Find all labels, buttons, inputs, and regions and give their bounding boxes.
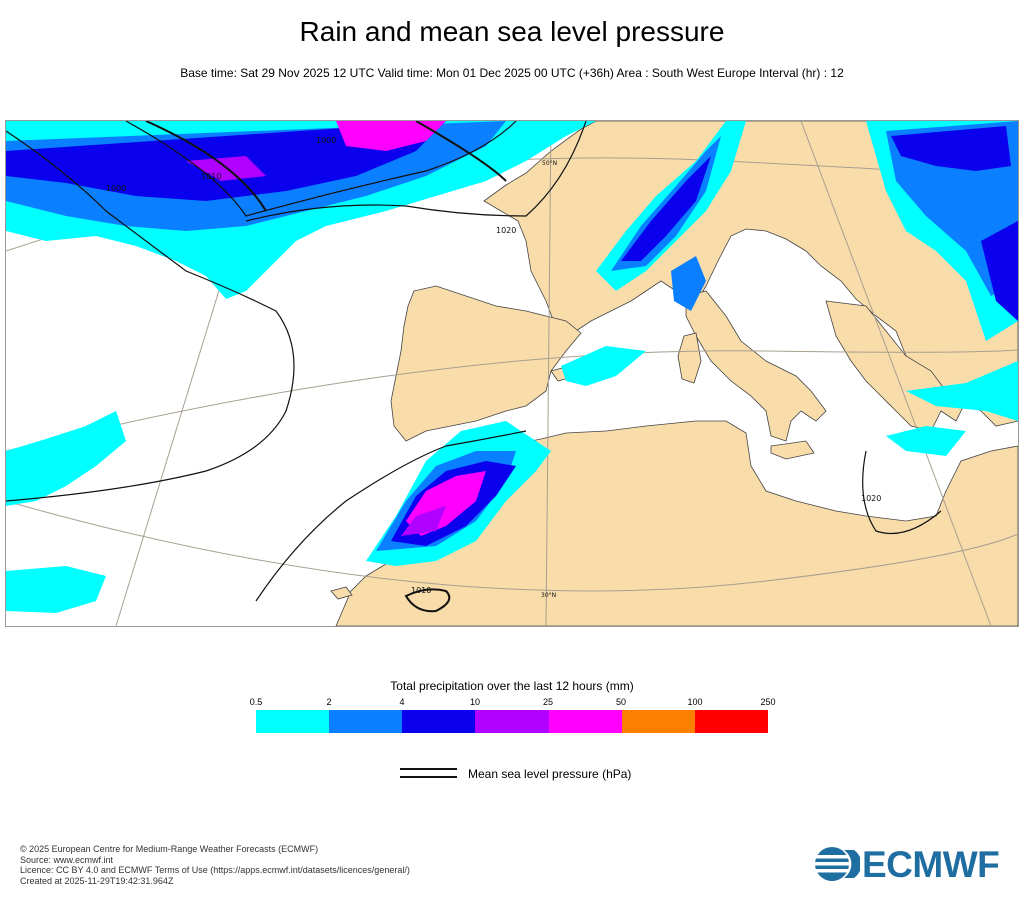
footer-source: Source: www.ecmwf.int [20, 854, 114, 865]
isobar-label: 1000 [106, 184, 126, 193]
ecmwf-logo-icon [814, 847, 862, 881]
precip-east-dark [891, 126, 1011, 171]
msl-legend: Mean sea level pressure (hPa) [400, 764, 660, 784]
isobar-label: 1010 [411, 586, 431, 595]
legend-tick: 100 [687, 697, 703, 707]
legend-color-swatch [329, 710, 403, 733]
isobar-label-group: 1000 1010 1000 1020 1020 1010 50°N 30°N [106, 136, 881, 599]
legend-color-swatch [475, 710, 549, 733]
footer-created: Created at 2025-11-29T19:42:31.964Z [20, 875, 174, 886]
isobar-1020-east [862, 450, 942, 535]
isobar-label: 1020 [496, 226, 516, 235]
land-canaries [330, 586, 353, 600]
land-sicily [770, 440, 815, 460]
msl-line-sample [400, 768, 457, 778]
isobar-label: 1010 [201, 172, 221, 181]
isobar-1000 [125, 121, 517, 217]
legend-color-swatch [694, 710, 768, 733]
isobar-label: 1020 [861, 494, 881, 503]
legend-tick: 25 [542, 697, 554, 707]
legend-tick: 50 [615, 697, 627, 707]
weather-map: 1000 1010 1000 1020 1020 1010 50°N 30°N [5, 120, 1019, 627]
latitude-label: 30°N [541, 592, 556, 599]
precip-legend-ticks: 0.5 2 4 10 25 50 100 250 [0, 697, 1024, 709]
isobar-1030 [145, 121, 507, 212]
legend-color-swatch [548, 710, 622, 733]
footer-credits: © 2025 European Centre for Medium-Range … [20, 844, 410, 886]
precip-alps-blue [611, 136, 721, 271]
isobar-label: 1000 [316, 136, 336, 145]
precip-atlantic-magenta [336, 121, 446, 151]
precip-morocco-purple [401, 506, 446, 536]
precip-alps-dark [621, 156, 711, 261]
precip-libya-coast [886, 426, 966, 456]
precip-med-west [561, 346, 646, 386]
map-svg: 1000 1010 1000 1020 1020 1010 50°N 30°N [6, 121, 1018, 626]
footer-licence: Licence: CC BY 4.0 and ECMWF Terms of Us… [20, 865, 410, 875]
ecmwf-logo: ECMWF [814, 844, 1009, 885]
precip-color-bar [256, 710, 768, 733]
isobar-1020-north [245, 121, 587, 222]
isobar-1010-sahara [404, 588, 451, 613]
latitude-label: 50°N [542, 160, 557, 167]
land-italy [685, 290, 827, 442]
meridian-2 [545, 121, 552, 626]
isobars [6, 121, 942, 613]
ecmwf-logo-text: ECMWF [862, 844, 1000, 885]
chart-subtitle: Base time: Sat 29 Nov 2025 12 UTC Valid … [180, 66, 844, 80]
latitude-line-40n [6, 341, 1018, 452]
msl-legend-label: Mean sea level pressure (hPa) [468, 767, 632, 781]
precip-sw-atlantic [6, 566, 106, 613]
legend-tick: 250 [760, 697, 776, 707]
legend-tick: 2 [326, 697, 332, 707]
precip-west-atlantic [6, 411, 126, 506]
precip-med-east [906, 361, 1018, 421]
legend-tick: 0.5 [249, 697, 263, 707]
precip-balkan-dark [981, 221, 1018, 321]
legend-tick: 10 [469, 697, 481, 707]
legend-color-swatch [402, 710, 476, 733]
isobar-1020-south [255, 430, 527, 602]
legend-color-swatch [621, 710, 695, 733]
meridian-3 [800, 121, 992, 626]
chart-title: Rain and mean sea level pressure [299, 16, 725, 47]
legend-color-swatch [256, 710, 330, 733]
latitude-line-30n [6, 500, 1018, 592]
footer-copyright: © 2025 European Centre for Medium-Range … [20, 844, 319, 854]
isobar-1010 [6, 130, 295, 502]
precip-italy-blue [671, 256, 706, 311]
precip-legend-title: Total precipitation over the last 12 hou… [390, 679, 634, 693]
legend-tick: 4 [399, 697, 405, 707]
land-iberia [390, 285, 582, 442]
land-sardinia [677, 332, 702, 384]
